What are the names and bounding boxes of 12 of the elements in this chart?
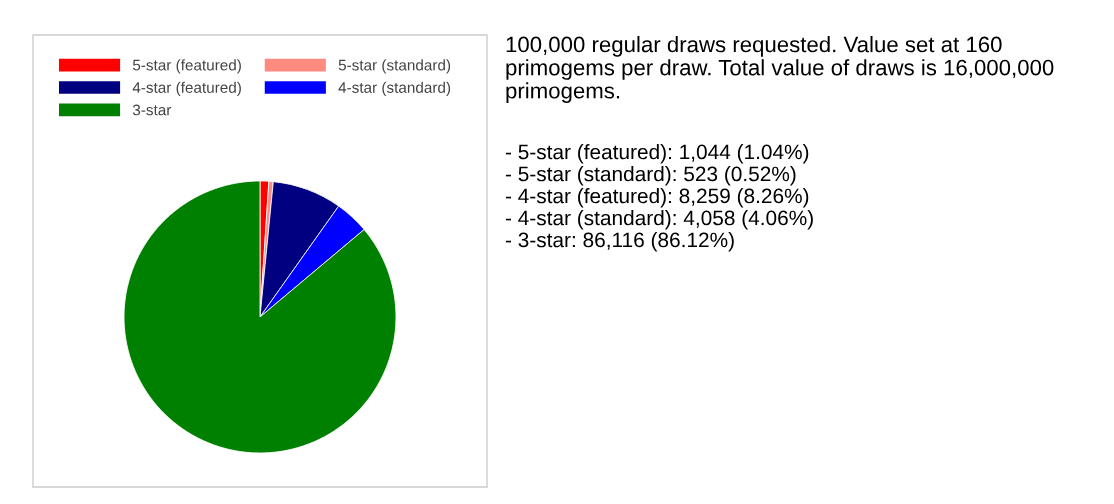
text: - 3-star: 86,116 (86.12%) — [505, 232, 734, 252]
text: - 4-star (standard): 4,058 (4.06%) — [505, 210, 813, 230]
legend-label: 3-star — [132, 104, 172, 116]
legend-label: 4-star (featured) — [132, 81, 241, 96]
text: 100,000 regular draws requested. Value set at 160 primogems per draw. Total value of draws is 16,000,000 primogems. — [506, 36, 1054, 103]
legend-label: 5-star (standard) — [338, 59, 451, 74]
text: - 5-star (standard): 523 (0.52%) — [505, 166, 796, 186]
pie-slice — [123, 180, 397, 454]
text: - 4-star (featured): 8,259 (8.26%) — [505, 188, 809, 208]
text: - 5-star (featured): 1,044 (1.04%) — [505, 144, 809, 164]
legend-label: 5-star (featured) — [132, 59, 241, 74]
legend-label: 4-star (standard) — [338, 81, 451, 96]
